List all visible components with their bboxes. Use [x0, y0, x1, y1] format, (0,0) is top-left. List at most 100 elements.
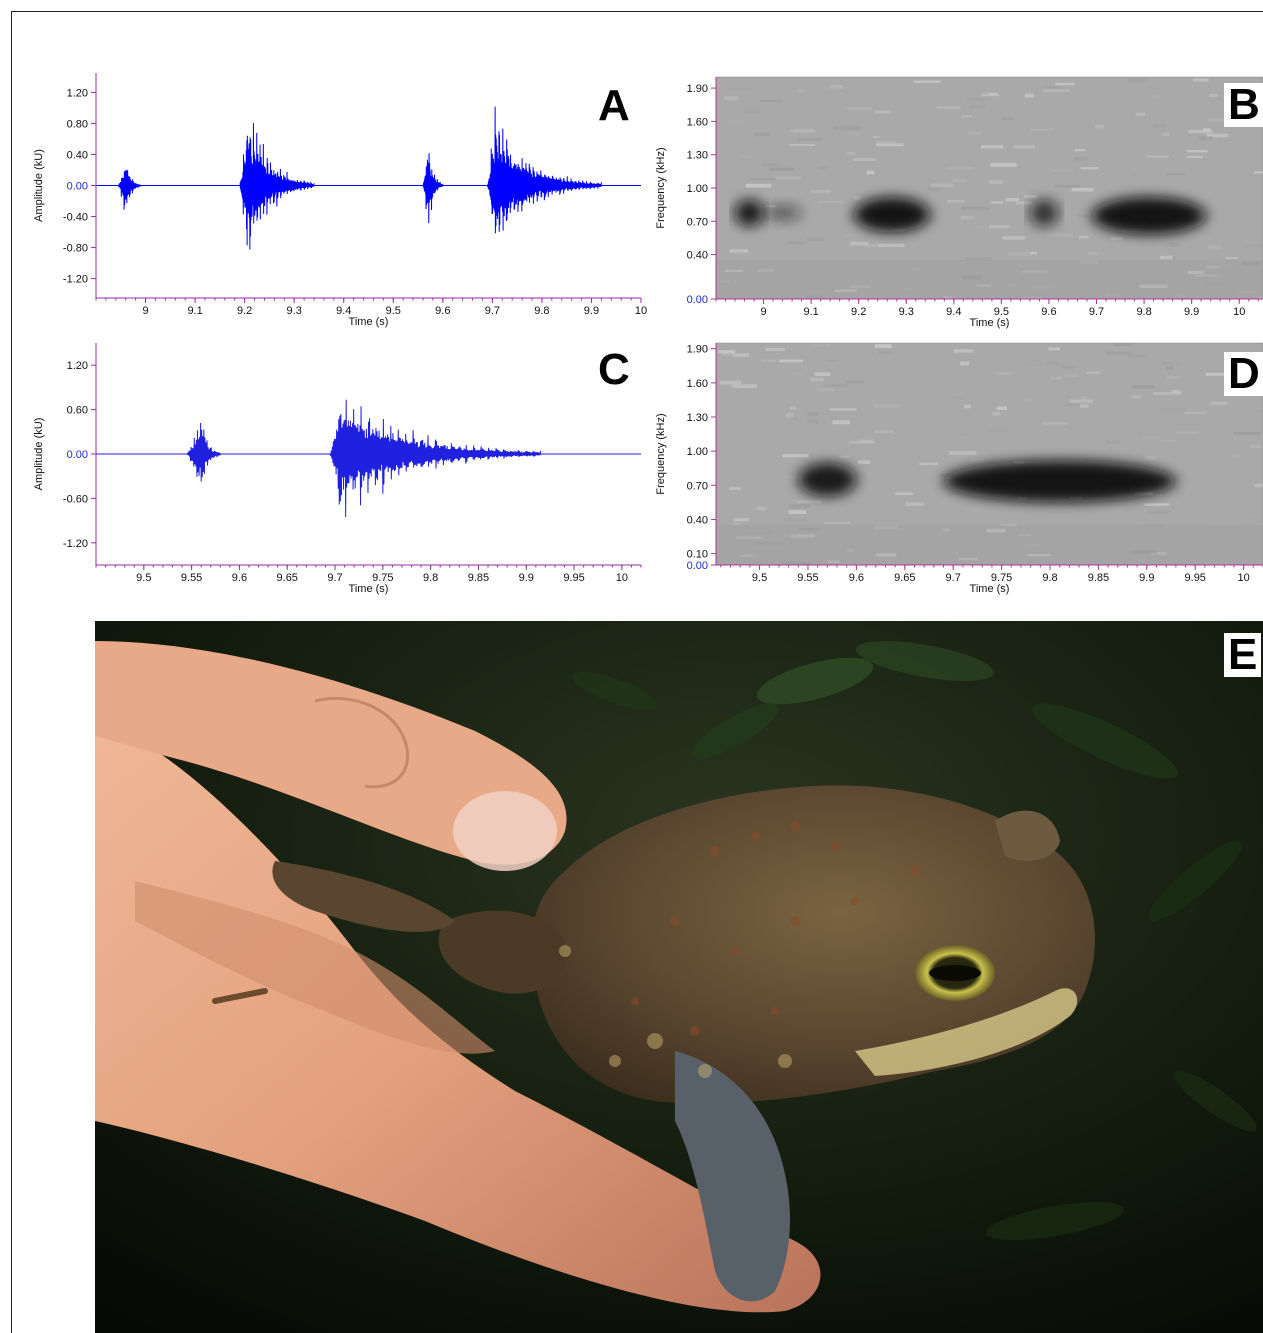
noise-streak — [847, 132, 861, 136]
y-tick-label: 0.80 — [67, 118, 88, 130]
x-tick-label: 9.55 — [181, 572, 202, 584]
noise-streak — [990, 162, 1017, 167]
noise-streak — [816, 388, 835, 392]
noise-streak — [957, 351, 983, 356]
noise-streak — [1088, 252, 1099, 256]
noise-streak — [945, 492, 972, 495]
waveform-burst — [329, 399, 542, 518]
noise-streak — [878, 243, 905, 247]
noise-streak — [765, 205, 777, 208]
x-tick-label: 9.5 — [752, 572, 767, 584]
noise-streak — [1205, 372, 1225, 376]
noise-streak — [843, 233, 865, 238]
y-tick-label: 0.40 — [687, 250, 708, 262]
noise-streak — [729, 249, 749, 254]
noise-streak — [733, 522, 741, 526]
noise-streak — [1063, 378, 1071, 381]
x-tick-label: 9.5 — [136, 572, 151, 584]
x-tick-label: 9.95 — [563, 572, 584, 584]
panel-e-photo — [95, 621, 1263, 1333]
noise-streak — [1192, 78, 1209, 82]
noise-streak — [729, 487, 741, 490]
noise-streak — [1022, 398, 1035, 402]
noise-streak — [1210, 401, 1228, 406]
panel-label-d: D — [1224, 352, 1263, 396]
energy-blob — [735, 199, 764, 227]
noise-streak — [753, 132, 770, 137]
noise-streak — [960, 215, 974, 220]
noise-streak — [725, 119, 745, 124]
noise-streak — [947, 199, 965, 203]
waveform-trace — [117, 169, 142, 210]
noise-streak — [958, 558, 978, 561]
noise-streak — [735, 536, 763, 539]
noise-streak — [961, 206, 989, 210]
noise-streak — [814, 372, 831, 376]
noise-streak — [1043, 89, 1070, 92]
noise-streak — [832, 420, 850, 425]
noise-streak — [1002, 236, 1026, 240]
noise-streak — [964, 404, 971, 409]
noise-streak — [840, 455, 850, 458]
energy-blob — [1091, 196, 1206, 235]
noise-streak — [952, 178, 967, 182]
noise-streak — [1021, 270, 1048, 273]
noise-streak — [782, 360, 808, 365]
noise-streak — [1018, 533, 1031, 537]
noise-streak — [741, 109, 764, 114]
foliage — [572, 641, 1257, 1241]
noise-streak — [719, 280, 731, 284]
noise-streak — [810, 190, 831, 193]
noise-streak — [1244, 514, 1254, 518]
x-tick-label: 9.8 — [423, 572, 438, 584]
thumbnail — [453, 791, 557, 871]
y-tick-label: 1.20 — [67, 87, 88, 99]
noise-streak — [1080, 167, 1099, 170]
noise-streak — [964, 257, 991, 261]
y-tick-label: -0.60 — [63, 493, 88, 505]
noise-streak — [779, 359, 803, 363]
panel-label-c: C — [598, 345, 630, 394]
noise-streak — [995, 372, 1012, 376]
noise-streak — [1184, 411, 1207, 414]
noise-streak — [1106, 293, 1121, 296]
x-tick-label: 9.2 — [237, 305, 252, 317]
noise-streak — [1186, 155, 1204, 159]
noise-streak — [866, 170, 875, 175]
noise-streak — [1205, 282, 1223, 286]
noise-streak — [1009, 283, 1019, 287]
x-tick-label: 9.5 — [386, 305, 401, 317]
noise-streak — [1025, 544, 1042, 547]
noise-streak — [789, 504, 811, 509]
y-tick-label: 0.00 — [67, 181, 88, 193]
noise-streak — [807, 412, 819, 416]
x-tick-label: 9.7 — [946, 572, 961, 584]
y-tick-label: 1.30 — [687, 412, 708, 424]
noise-streak — [943, 528, 950, 532]
noise-streak — [1208, 245, 1221, 250]
noise-streak — [998, 376, 1025, 380]
x-tick-label: 9.1 — [187, 305, 202, 317]
x-tick-label: 9.7 — [485, 305, 500, 317]
noise-streak — [798, 527, 820, 531]
toad-in-hand-illustration — [95, 621, 1263, 1333]
noise-streak — [960, 361, 969, 366]
noise-streak — [869, 359, 894, 363]
noise-streak — [721, 353, 747, 356]
noise-streak — [988, 92, 998, 96]
noise-streak — [784, 518, 808, 522]
noise-streak — [765, 347, 785, 352]
x-tick-label: 9.9 — [1184, 306, 1199, 318]
noise-streak — [790, 534, 815, 538]
noise-streak — [1152, 124, 1166, 128]
noise-streak — [853, 158, 877, 161]
noise-streak — [788, 241, 806, 245]
panel-a-waveform-chart: 9 9.1 9.2 9.3 9.4 9.5 9.6 9.7 9.8 9.9 10 1.20 0.80 0.… — [33, 73, 647, 328]
noise-streak — [724, 96, 739, 101]
noise-streak — [785, 413, 794, 418]
noise-streak — [988, 180, 1004, 185]
x-tick-label: 9.85 — [1088, 572, 1109, 584]
noise-streak — [905, 178, 933, 183]
noise-streak — [1188, 129, 1213, 134]
noise-streak — [1243, 261, 1259, 265]
